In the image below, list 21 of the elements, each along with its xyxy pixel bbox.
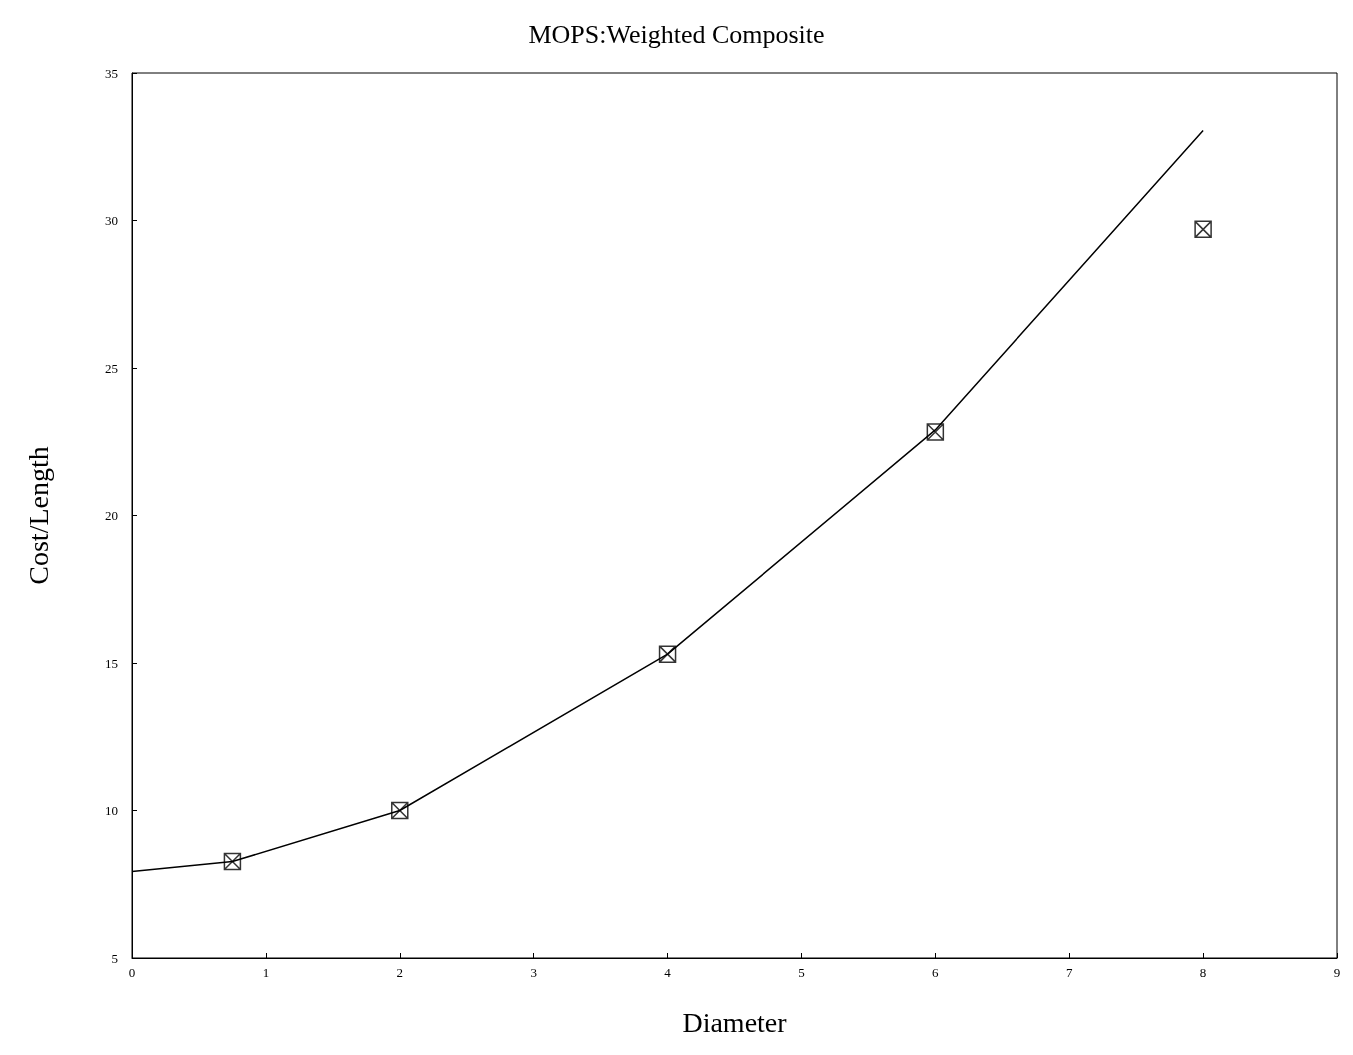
y-tick-label: 20 bbox=[105, 508, 118, 523]
x-tick-label: 3 bbox=[530, 965, 537, 980]
y-tick-label: 15 bbox=[105, 655, 118, 671]
y-axis-title: Cost/Length bbox=[22, 446, 54, 585]
point bbox=[1194, 220, 1212, 239]
y-tick-label: 35 bbox=[105, 65, 118, 81]
x-tick-label: 2 bbox=[396, 965, 404, 980]
y-tick-label: 10 bbox=[105, 803, 118, 818]
x-tick-label: 1 bbox=[262, 965, 270, 980]
x-tick-label: 5 bbox=[798, 965, 805, 980]
x-tick-label: 6 bbox=[932, 965, 940, 980]
chart-title: MOPS:Weighted Composite bbox=[528, 19, 825, 49]
x-axis-title: Diameter bbox=[682, 1006, 788, 1038]
x-tick-label: 7 bbox=[1065, 965, 1073, 980]
x-tick-label: 9 bbox=[1333, 965, 1341, 980]
x-tick-label: 4 bbox=[664, 965, 672, 980]
x-tick-label: 8 bbox=[1199, 965, 1207, 980]
y-tick-label: 5 bbox=[111, 950, 118, 966]
x-tick-label: 0 bbox=[128, 965, 136, 980]
y-tick-label: 30 bbox=[105, 213, 118, 228]
y-tick-label: 25 bbox=[105, 360, 118, 376]
